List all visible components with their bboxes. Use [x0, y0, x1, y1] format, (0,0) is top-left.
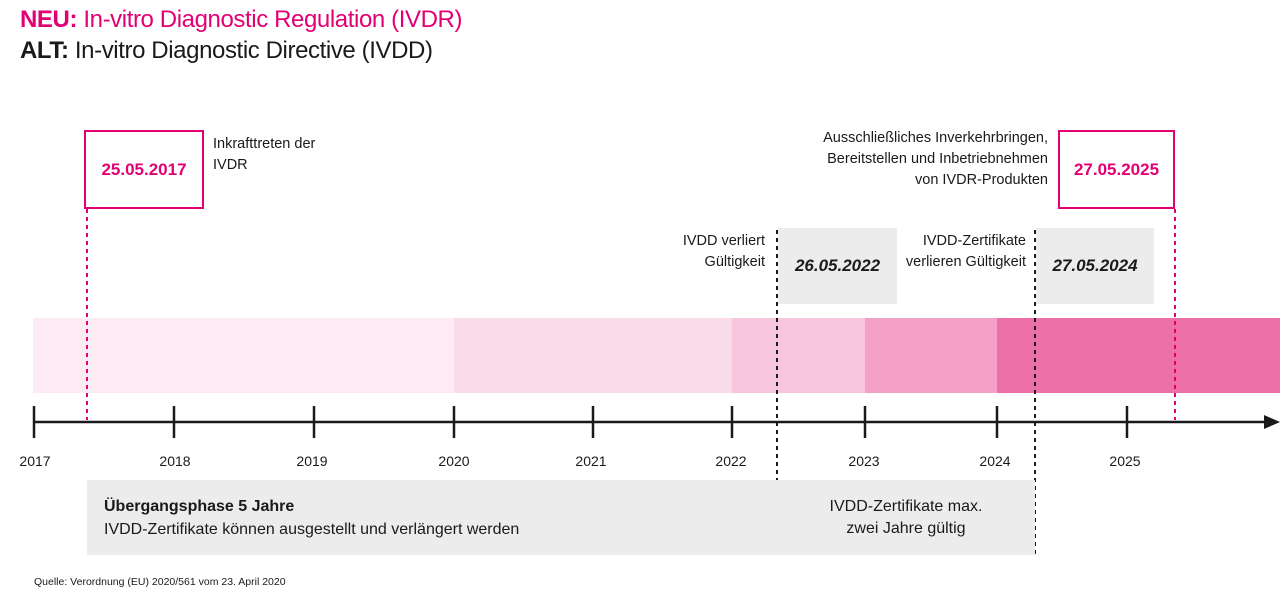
label-ivdr-exclusive-line3: von IVDR-Produkten	[915, 172, 1048, 188]
label-ivdd-cert-invalid: IVDD-Zertifikate verlieren Gültigkeit	[880, 231, 1026, 273]
year-label-2025: 2025	[1109, 453, 1141, 469]
label-ivdr-start-line1: Inkrafttreten der	[213, 136, 316, 152]
date-box-ivdr-exclusive: 27.05.2025	[1058, 130, 1175, 209]
label-ivdd-cert-invalid-line1: IVDD-Zertifikate	[922, 233, 1026, 249]
panel-validity-line2: zwei Jahre gültig	[846, 520, 966, 537]
date-ivdd-cert-invalid: 27.05.2024	[1052, 256, 1138, 275]
label-ivdr-start-line2: IVDR	[213, 157, 248, 173]
title-old-directive: ALT: In-vitro Diagnostic Directive (IVDD…	[20, 38, 433, 64]
year-label-2017: 2017	[19, 453, 51, 469]
year-label-2019: 2019	[296, 453, 328, 469]
label-ivdd-cert-invalid-line2: verlieren Gültigkeit	[905, 254, 1026, 270]
panel-validity-line1: IVDD-Zertifikate max.	[829, 498, 983, 515]
timeline-arrow-icon	[1264, 415, 1280, 429]
panel-transition-title: Übergangsphase 5 Jahre	[104, 498, 295, 515]
title-new-key: NEU:	[20, 6, 78, 33]
date-box-ivdd-cert-invalid: 27.05.2024	[1036, 228, 1154, 304]
year-label-2021: 2021	[575, 453, 607, 469]
date-ivdr-start: 25.05.2017	[101, 159, 187, 179]
panel-transition-text: IVDD-Zertifikate können ausgestellt und …	[104, 521, 520, 538]
year-label-2020: 2020	[438, 453, 470, 469]
date-box-ivdr-start: 25.05.2017	[84, 130, 204, 209]
label-ivdd-invalid: IVDD verliert Gültigkeit	[640, 231, 765, 273]
label-ivdd-invalid-line1: IVDD verliert	[682, 233, 765, 249]
title-new-text: In-vitro Diagnostic Regulation (IVDR)	[83, 6, 463, 33]
timeline-segment-2022-2023	[732, 318, 865, 393]
label-ivdr-exclusive-line1: Ausschließliches Inverkehrbringen,	[823, 130, 1048, 146]
panel-certificate-validity: IVDD-Zertifikate max. zwei Jahre gültig	[777, 480, 1035, 555]
title-new-regulation: NEU: In-vitro Diagnostic Regulation (IVD…	[20, 7, 462, 33]
source-note: Quelle: Verordnung (EU) 2020/561 vom 23.…	[34, 576, 286, 588]
year-label-2018: 2018	[159, 453, 191, 469]
timeline-segment-2024-2025	[997, 318, 1280, 393]
year-label-2022: 2022	[715, 453, 747, 469]
title-old-text: In-vitro Diagnostic Directive (IVDD)	[74, 37, 433, 64]
timeline-segment-2017-2020	[33, 318, 454, 393]
date-ivdd-invalid: 26.05.2022	[794, 256, 881, 275]
date-box-ivdd-invalid: 26.05.2022	[778, 228, 897, 304]
panel-transition-phase: Übergangsphase 5 Jahre IVDD-Zertifikate …	[87, 480, 777, 555]
timeline-segment-2020-2022	[454, 318, 732, 393]
label-ivdr-exclusive: Ausschließliches Inverkehrbringen, Berei…	[780, 128, 1048, 191]
title-old-key: ALT:	[20, 37, 69, 64]
year-label-2023: 2023	[848, 453, 880, 469]
timeline-segment-2023-2024	[865, 318, 997, 393]
label-ivdr-start: Inkrafttreten der IVDR	[213, 134, 373, 176]
label-ivdr-exclusive-line2: Bereitstellen und Inbetriebnehmen	[827, 151, 1048, 167]
year-label-2024: 2024	[979, 453, 1011, 469]
date-ivdr-exclusive: 27.05.2025	[1073, 159, 1160, 179]
label-ivdd-invalid-line2: Gültigkeit	[704, 254, 765, 270]
